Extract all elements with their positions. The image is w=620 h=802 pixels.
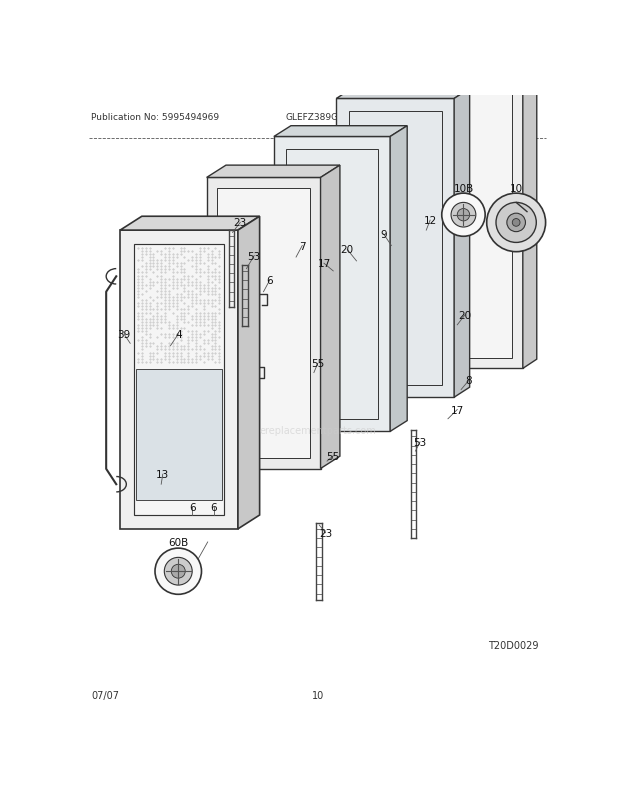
Circle shape <box>512 219 520 227</box>
Polygon shape <box>454 89 470 398</box>
Polygon shape <box>336 89 470 99</box>
Text: DOOR: DOOR <box>299 127 337 140</box>
Text: 8: 8 <box>466 376 472 386</box>
Text: 39: 39 <box>117 330 131 339</box>
Polygon shape <box>274 137 390 431</box>
Text: 6: 6 <box>211 503 217 512</box>
Polygon shape <box>274 127 407 137</box>
Polygon shape <box>238 217 260 529</box>
Polygon shape <box>120 217 260 231</box>
Text: 7: 7 <box>299 241 306 251</box>
Text: 60B: 60B <box>168 537 188 547</box>
Circle shape <box>487 194 546 253</box>
Circle shape <box>507 214 526 233</box>
Polygon shape <box>120 231 238 529</box>
Text: 20: 20 <box>458 310 472 321</box>
Text: ereplacementparts.com: ereplacementparts.com <box>259 426 376 435</box>
Circle shape <box>164 557 192 585</box>
Polygon shape <box>321 166 340 469</box>
Circle shape <box>155 549 202 594</box>
Polygon shape <box>206 166 340 178</box>
Text: 6: 6 <box>267 276 273 286</box>
Circle shape <box>496 203 536 243</box>
Polygon shape <box>410 72 512 358</box>
Text: 9: 9 <box>380 229 387 240</box>
Text: GLEFZ389GCA: GLEFZ389GCA <box>285 113 350 122</box>
Circle shape <box>451 203 476 228</box>
Text: 17: 17 <box>451 405 464 415</box>
Polygon shape <box>399 52 537 61</box>
Text: 55: 55 <box>311 358 324 369</box>
Polygon shape <box>399 61 523 369</box>
Polygon shape <box>136 369 223 500</box>
Text: 13: 13 <box>156 470 169 480</box>
Text: 53: 53 <box>414 437 427 448</box>
Text: 20: 20 <box>340 245 354 255</box>
Circle shape <box>458 209 470 221</box>
Text: 4: 4 <box>175 330 182 339</box>
Polygon shape <box>523 52 537 369</box>
Text: 17: 17 <box>317 259 330 269</box>
Text: T20D0029: T20D0029 <box>489 640 539 650</box>
Polygon shape <box>218 189 310 458</box>
Polygon shape <box>390 127 407 431</box>
Text: 6: 6 <box>189 503 195 512</box>
Text: 23: 23 <box>234 218 247 228</box>
Text: 12: 12 <box>423 216 436 226</box>
Circle shape <box>441 194 485 237</box>
Text: 10: 10 <box>510 184 523 193</box>
Text: Publication No: 5995494969: Publication No: 5995494969 <box>92 113 219 122</box>
Polygon shape <box>134 245 224 516</box>
Circle shape <box>171 565 185 578</box>
Text: 23: 23 <box>319 528 332 538</box>
Text: 55: 55 <box>327 452 340 461</box>
Text: 10B: 10B <box>453 184 474 193</box>
Text: 10: 10 <box>312 690 324 700</box>
Polygon shape <box>336 99 454 398</box>
Text: 53: 53 <box>247 251 261 261</box>
Text: 07/07: 07/07 <box>92 690 120 700</box>
Polygon shape <box>206 178 321 469</box>
